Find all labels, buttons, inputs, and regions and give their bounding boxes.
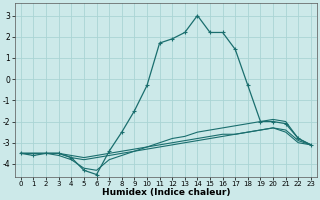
X-axis label: Humidex (Indice chaleur): Humidex (Indice chaleur) — [102, 188, 230, 197]
